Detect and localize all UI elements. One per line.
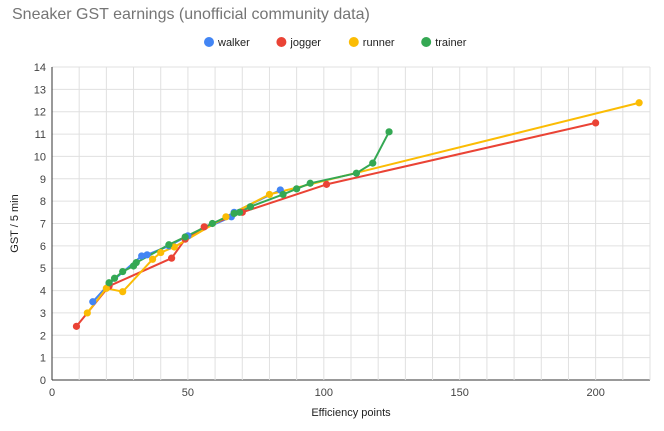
y-tick-label: 7 — [40, 219, 46, 231]
data-point-trainer[interactable] — [105, 279, 113, 287]
data-point-walker[interactable] — [143, 251, 151, 259]
data-point-jogger[interactable] — [200, 223, 208, 231]
data-point-runner[interactable] — [635, 99, 643, 107]
chart-title: Sneaker GST earnings (unofficial communi… — [12, 6, 370, 23]
data-point-trainer[interactable] — [246, 203, 255, 211]
data-point-trainer[interactable] — [385, 128, 393, 136]
y-tick-label: 14 — [34, 62, 46, 74]
data-point-walker[interactable] — [89, 298, 97, 306]
data-point-runner[interactable] — [170, 243, 178, 251]
data-point-trainer[interactable] — [369, 159, 377, 167]
data-point-trainer[interactable] — [165, 241, 173, 249]
data-point-trainer[interactable] — [279, 190, 287, 199]
legend-label-jogger[interactable]: jogger — [289, 37, 321, 49]
y-tick-label: 13 — [34, 84, 46, 96]
x-tick-label: 200 — [586, 387, 604, 399]
y-tick-label: 10 — [34, 151, 46, 163]
data-point-trainer[interactable] — [293, 185, 301, 193]
x-tick-label: 0 — [49, 387, 55, 399]
x-tick-label: 150 — [451, 387, 469, 399]
legend-label-walker[interactable]: walker — [217, 37, 250, 49]
data-point-runner[interactable] — [102, 284, 110, 292]
y-tick-label: 11 — [35, 129, 46, 141]
data-point-walker[interactable] — [138, 252, 146, 260]
data-point-trainer[interactable] — [306, 179, 314, 187]
y-tick-label: 9 — [40, 174, 46, 186]
data-point-runner[interactable] — [265, 190, 274, 199]
data-point-trainer[interactable] — [132, 259, 140, 267]
data-point-jogger[interactable] — [592, 119, 600, 127]
y-tick-label: 5 — [40, 263, 46, 275]
data-point-runner[interactable] — [119, 288, 127, 296]
data-point-jogger[interactable] — [72, 322, 81, 330]
legend-marker-walker — [204, 37, 214, 47]
data-point-runner[interactable] — [148, 255, 157, 263]
legend-label-trainer[interactable]: trainer — [435, 37, 467, 49]
y-tick-label: 6 — [40, 241, 46, 253]
legend-label-runner[interactable]: runner — [363, 37, 395, 49]
legend-marker-jogger — [276, 37, 287, 47]
data-point-jogger[interactable] — [322, 180, 331, 188]
series-line-jogger — [75, 121, 597, 328]
data-point-runner[interactable] — [83, 309, 91, 317]
y-tick-label: 3 — [40, 308, 46, 320]
data-point-runner[interactable] — [222, 213, 230, 221]
x-tick-label: 50 — [182, 387, 194, 399]
y-tick-label: 8 — [40, 196, 46, 208]
data-point-trainer[interactable] — [110, 274, 119, 282]
y-tick-label: 0 — [40, 375, 46, 387]
data-point-trainer[interactable] — [230, 209, 238, 218]
legend-marker-runner — [348, 37, 359, 47]
y-tick-label: 1 — [40, 353, 46, 365]
data-point-trainer[interactable] — [235, 208, 244, 216]
data-point-runner[interactable] — [157, 248, 165, 257]
data-point-trainer[interactable] — [181, 233, 189, 241]
legend-marker-trainer — [421, 37, 432, 47]
x-tick-label: 100 — [315, 387, 333, 399]
data-point-jogger[interactable] — [168, 254, 176, 262]
y-tick-label: 12 — [34, 107, 46, 119]
x-axis-title: Efficiency points — [311, 407, 391, 419]
data-point-trainer[interactable] — [119, 267, 127, 276]
data-point-trainer[interactable] — [352, 169, 361, 177]
y-tick-label: 4 — [40, 286, 46, 298]
data-point-trainer[interactable] — [208, 219, 216, 228]
y-tick-label: 2 — [40, 330, 46, 342]
y-axis-title: GST / 5 min — [9, 194, 21, 252]
